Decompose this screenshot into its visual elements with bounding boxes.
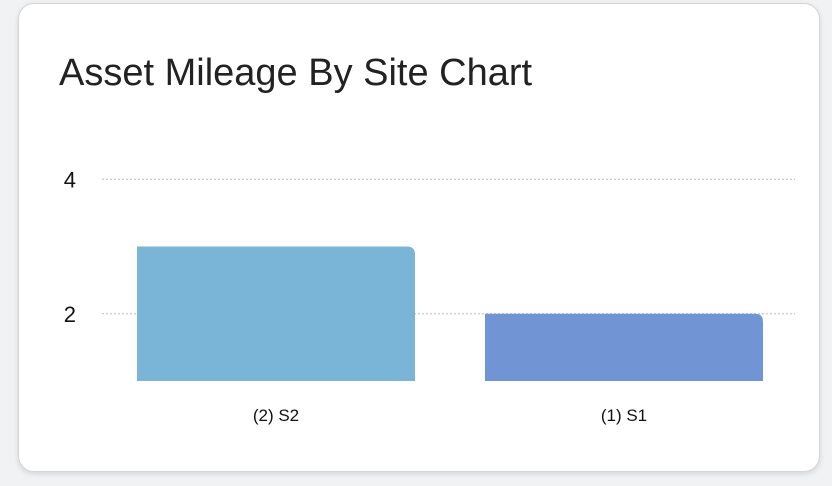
chart-title: Asset Mileage By Site Chart xyxy=(59,52,533,94)
bar xyxy=(137,246,415,381)
x-tick-label: (2) S2 xyxy=(253,406,299,425)
chart-card: Asset Mileage By Site Chart xyxy=(18,3,820,472)
bar xyxy=(485,313,763,381)
y-tick-label: 2 xyxy=(64,302,76,327)
x-tick-label: (1) S1 xyxy=(601,406,647,425)
y-tick-label: 4 xyxy=(64,167,76,192)
